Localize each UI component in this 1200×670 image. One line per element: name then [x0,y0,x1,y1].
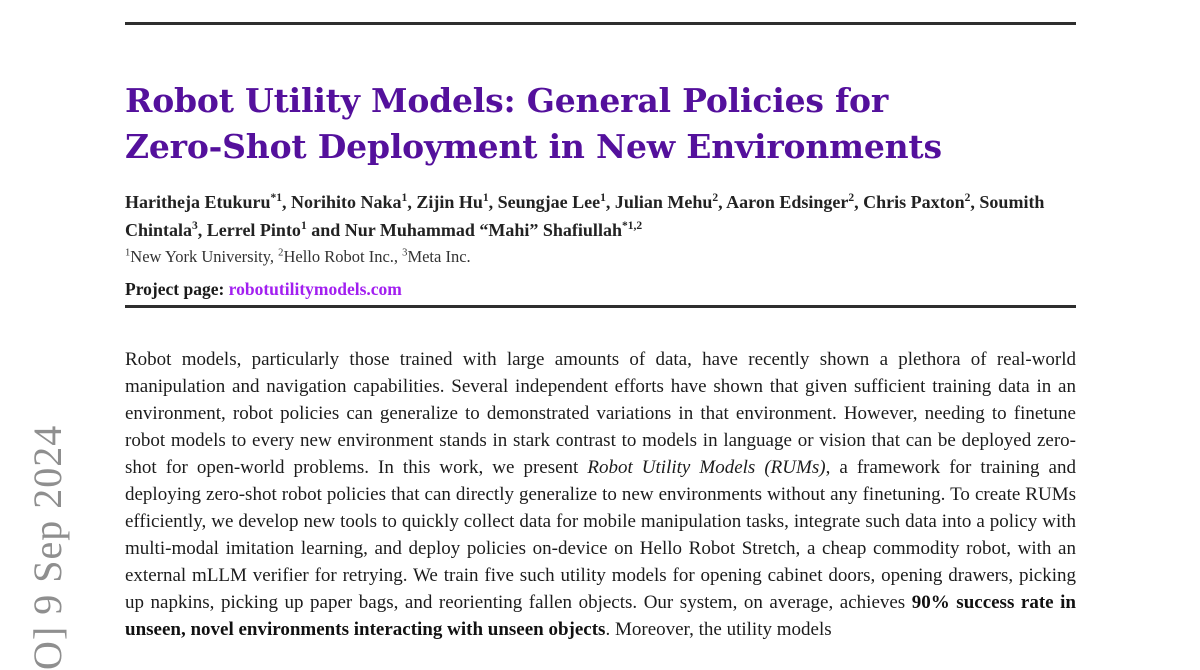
paper-title-line2: Zero-Shot Deployment in New Environments [125,127,942,167]
affiliation-list: 1New York University, 2Hello Robot Inc.,… [125,246,471,266]
abstract-text: Robot models, particularly those trained… [125,349,1076,640]
arxiv-date-stamp: O] 9 Sep 2024 [25,424,70,670]
top-horizontal-rule [125,22,1076,25]
project-page-label: Project page: [125,278,225,299]
divider-rule [125,305,1076,308]
paper-title-line1: Robot Utility Models: General Policies f… [125,81,889,121]
author-list: Haritheja Etukuru*1, Norihito Naka1, Zij… [125,192,1045,240]
project-page-line: Project page: robotutilitymodels.com [125,277,1076,301]
project-page-link[interactable]: robotutilitymodels.com [228,278,402,299]
paper-title: Robot Utility Models: General Policies f… [125,78,1076,170]
